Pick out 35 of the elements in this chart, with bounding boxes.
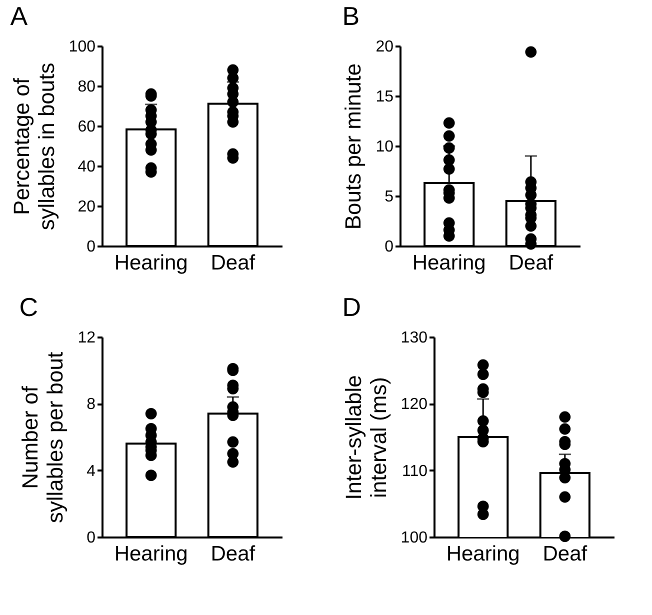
y-axis-title: Bouts per minute xyxy=(340,63,366,230)
y-tick-label: 0 xyxy=(86,238,96,256)
y-tick-label: 130 xyxy=(400,330,428,346)
chart-title: C xyxy=(19,292,38,322)
x-tick-label: Hearing xyxy=(114,542,188,566)
chart-title: B xyxy=(342,1,360,31)
y-tick-label: 100 xyxy=(68,38,96,56)
y-tick-label: 120 xyxy=(400,396,428,414)
y-tick-label: 110 xyxy=(402,462,428,480)
y-tick-label: 100 xyxy=(400,530,428,546)
y-tick-label: 10 xyxy=(376,138,394,156)
y-tick-label: 4 xyxy=(86,462,96,480)
y-tick-label: 40 xyxy=(78,158,96,176)
x-tick-label: Hearing xyxy=(412,252,486,274)
y-axis-title: Inter-syllable interval (ms) xyxy=(340,375,391,500)
y-tick-label: 5 xyxy=(384,188,394,206)
x-tick-label: Hearing xyxy=(114,252,188,274)
x-tick-label: Deaf xyxy=(210,252,256,274)
x-tick-label: Hearing xyxy=(446,542,520,566)
chart-title: A xyxy=(10,1,28,31)
y-tick-label: 0 xyxy=(384,238,394,256)
y-tick-label: 20 xyxy=(376,38,394,56)
y-tick-label: 8 xyxy=(86,396,96,414)
y-tick-label: 0 xyxy=(86,530,96,546)
y-tick-label: 20 xyxy=(78,198,96,216)
y-axis-title: Percentage of syllables in bouts xyxy=(8,62,59,230)
y-tick-label: 80 xyxy=(78,78,96,96)
y-tick-label: 12 xyxy=(78,330,96,346)
x-tick-label: Deaf xyxy=(542,542,588,566)
x-tick-label: Deaf xyxy=(508,252,554,274)
chart-title: D xyxy=(342,292,362,322)
y-axis-title: Number of syllables per bout xyxy=(18,352,68,524)
y-tick-label: 15 xyxy=(376,88,394,106)
y-tick-label: 60 xyxy=(78,118,96,136)
x-tick-label: Deaf xyxy=(210,542,256,566)
